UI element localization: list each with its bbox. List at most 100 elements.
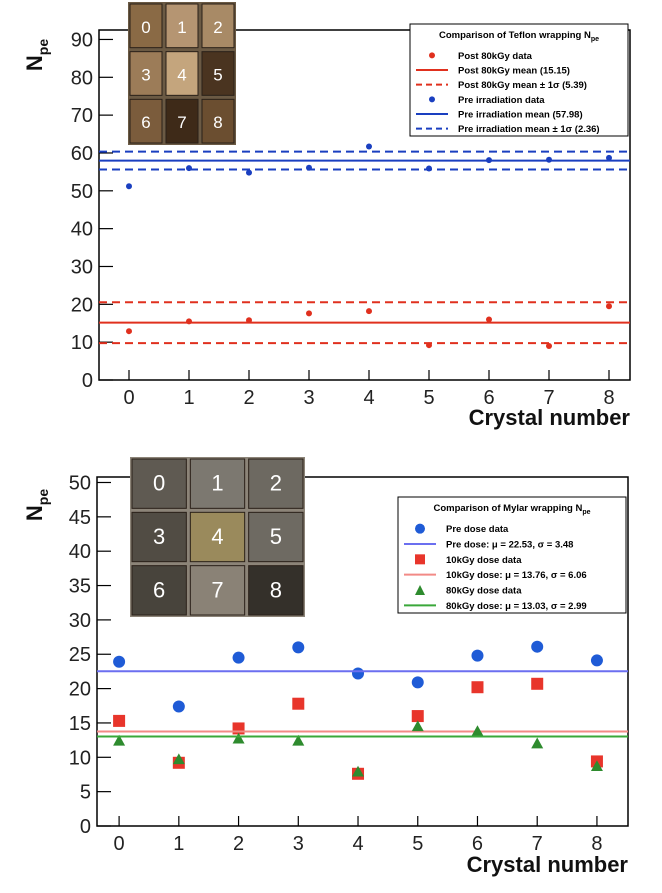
y-tick-label: 20 bbox=[71, 294, 93, 316]
legend-box bbox=[409, 23, 629, 137]
data-point bbox=[232, 651, 245, 664]
x-tick-label: 3 bbox=[293, 833, 304, 855]
crystal bbox=[189, 458, 246, 509]
x-tick-label: 8 bbox=[591, 833, 602, 855]
data-point bbox=[113, 734, 126, 746]
legend-title-sub: pe bbox=[591, 36, 599, 43]
legend-label: Pre dose: μ = 22.53, σ = 3.48 bbox=[446, 540, 573, 551]
data-point bbox=[606, 303, 612, 310]
crystal bbox=[131, 458, 187, 509]
data-point bbox=[471, 681, 484, 694]
data-point bbox=[531, 677, 544, 690]
y-tick-label: 15 bbox=[69, 713, 91, 735]
legend-swatch bbox=[415, 523, 425, 534]
crystal-label: 8 bbox=[270, 577, 282, 602]
y-tick-label: 50 bbox=[71, 181, 93, 203]
data-point bbox=[606, 154, 612, 161]
legend-label: 10kGy dose data bbox=[446, 555, 522, 566]
crystal bbox=[201, 51, 235, 96]
x-tick-label: 3 bbox=[303, 387, 314, 409]
y-tick-label: 25 bbox=[69, 644, 91, 666]
data-point bbox=[172, 700, 185, 713]
y-tick-label: 10 bbox=[69, 747, 91, 769]
data-point bbox=[232, 732, 245, 744]
x-tick-label: 5 bbox=[412, 833, 423, 855]
y-axis-label-sub: pe bbox=[35, 39, 51, 56]
data-point bbox=[292, 641, 305, 654]
legend-label: 10kGy dose: μ = 13.76, σ = 6.06 bbox=[446, 570, 587, 581]
crystal-label: 1 bbox=[177, 18, 186, 37]
y-tick-label: 30 bbox=[71, 256, 93, 278]
data-point bbox=[292, 697, 305, 710]
x-axis-label: Crystal number bbox=[469, 405, 631, 430]
y-axis-label: Npe bbox=[22, 39, 51, 71]
crystal-label: 2 bbox=[213, 18, 222, 37]
legend-swatch bbox=[415, 585, 425, 595]
crystal bbox=[131, 565, 187, 616]
x-tick-label: 4 bbox=[363, 387, 374, 409]
data-point bbox=[546, 342, 552, 349]
data-point bbox=[232, 722, 245, 735]
x-tick-label: 6 bbox=[483, 387, 494, 409]
legend-label: 80kGy dose: μ = 13.03, σ = 2.99 bbox=[446, 601, 587, 612]
data-point bbox=[531, 640, 544, 653]
data-point bbox=[126, 328, 132, 335]
legend-box bbox=[397, 496, 627, 614]
crystal bbox=[129, 98, 163, 144]
crystal bbox=[189, 565, 246, 616]
data-point bbox=[590, 654, 603, 667]
x-tick-label: 8 bbox=[603, 387, 614, 409]
crystal bbox=[165, 98, 199, 144]
data-point bbox=[352, 667, 365, 680]
data-point bbox=[246, 169, 252, 176]
crystal bbox=[201, 3, 235, 49]
y-tick-label: 40 bbox=[69, 541, 91, 563]
y-tick-label: 30 bbox=[69, 610, 91, 632]
legend-label: Pre dose data bbox=[446, 524, 509, 535]
x-tick-label: 4 bbox=[352, 833, 363, 855]
crystal bbox=[248, 458, 304, 509]
y-tick-label: 80 bbox=[71, 67, 93, 89]
y-tick-label: 90 bbox=[71, 29, 93, 51]
x-tick-label: 1 bbox=[183, 387, 194, 409]
data-point bbox=[113, 655, 126, 668]
crystal bbox=[129, 51, 163, 96]
data-point bbox=[366, 143, 372, 150]
crystal-label: 6 bbox=[141, 113, 150, 132]
y-tick-label: 5 bbox=[80, 782, 91, 804]
data-point bbox=[292, 734, 305, 746]
legend-label: Pre irradiation mean ± 1σ (2.36) bbox=[458, 124, 600, 135]
crystal-label: 5 bbox=[270, 524, 282, 549]
x-tick-label: 6 bbox=[472, 833, 483, 855]
legend-label: Post 80kGy mean ± 1σ (5.39) bbox=[458, 80, 587, 91]
crystal bbox=[131, 511, 187, 563]
y-tick-label: 0 bbox=[82, 370, 93, 392]
crystal bbox=[248, 565, 304, 616]
y-tick-label: 0 bbox=[80, 816, 91, 838]
crystal bbox=[165, 3, 199, 49]
data-point bbox=[126, 183, 132, 190]
crystal bbox=[189, 511, 246, 563]
legend-title-main: Comparison of Mylar wrapping N bbox=[433, 503, 582, 514]
x-tick-label: 7 bbox=[532, 833, 543, 855]
crystal bbox=[129, 3, 163, 49]
legend-swatch bbox=[415, 554, 425, 565]
data-point bbox=[172, 753, 185, 765]
legend-title-sub: pe bbox=[582, 509, 590, 516]
y-tick-label: 35 bbox=[69, 576, 91, 598]
data-point bbox=[306, 310, 312, 317]
crystal bbox=[165, 51, 199, 96]
plot-frame bbox=[96, 476, 629, 827]
data-point bbox=[113, 714, 126, 727]
crystal-label: 4 bbox=[177, 66, 186, 85]
legend-label: Pre irradiation mean (57.98) bbox=[458, 110, 583, 121]
data-point bbox=[471, 725, 484, 736]
data-point bbox=[352, 765, 365, 777]
data-point bbox=[366, 308, 372, 315]
y-axis-label-sub: pe bbox=[35, 489, 51, 506]
legend-title: Comparison of Teflon wrapping Npe bbox=[439, 30, 599, 43]
crystal-label: 7 bbox=[211, 577, 223, 602]
crystal-label: 1 bbox=[211, 471, 223, 496]
